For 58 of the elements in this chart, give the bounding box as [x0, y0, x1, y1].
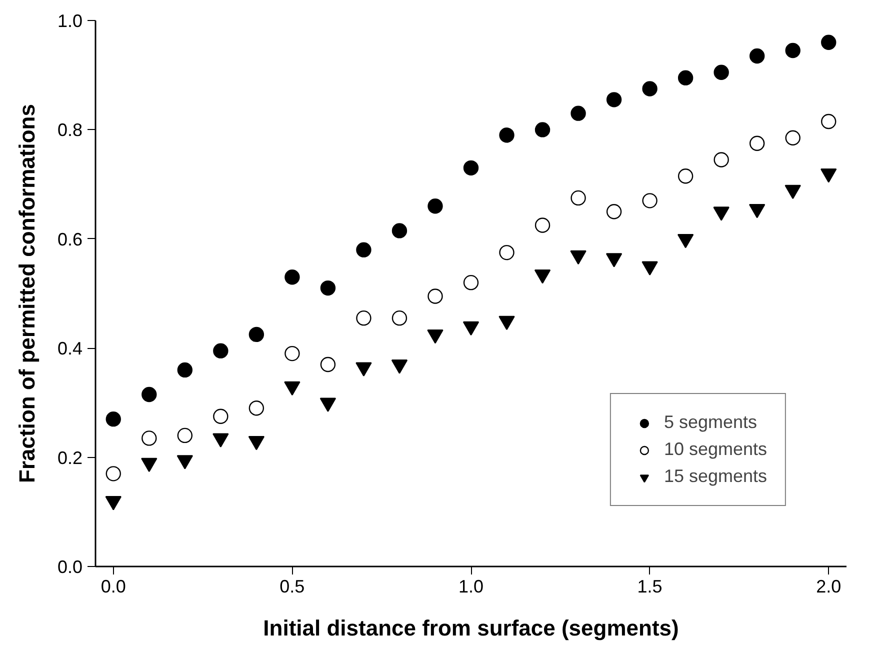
point [248, 400, 264, 416]
y-tick-label: 0.2 [57, 448, 83, 468]
point [678, 70, 694, 86]
point [642, 81, 658, 96]
point [177, 362, 193, 378]
legend-label: 15 segments [664, 466, 767, 487]
point [177, 428, 193, 444]
y-tick-label: 0.6 [57, 229, 83, 250]
point [142, 386, 157, 402]
point [356, 310, 372, 326]
point [749, 136, 765, 151]
point [392, 223, 408, 238]
x-tick-label: 1.5 [637, 576, 662, 596]
point [463, 160, 479, 176]
point [534, 218, 550, 233]
y-tick-label: 0.4 [57, 338, 83, 359]
point [821, 114, 836, 130]
x-axis-title: Initial distance from surface (segments) [263, 616, 679, 640]
point [678, 168, 694, 184]
point [213, 343, 228, 358]
point [499, 244, 514, 260]
y-tick-label: 0.8 [57, 120, 83, 140]
point [714, 152, 729, 168]
point [356, 242, 372, 258]
point [499, 128, 514, 143]
x-tick-label: 0.0 [100, 576, 126, 596]
point [320, 280, 336, 296]
x-tick-label: 2.0 [816, 576, 842, 596]
x-tick-label: 1.0 [458, 576, 484, 596]
point [428, 198, 443, 214]
y-axis-title: Fraction of permitted conformations [14, 104, 40, 483]
point [821, 34, 836, 50]
point [749, 48, 765, 64]
point [570, 190, 586, 206]
legend-label: 10 segments [664, 439, 767, 460]
point [106, 411, 121, 427]
point [142, 430, 157, 446]
y-tick-label: 1.0 [57, 11, 83, 31]
point [785, 42, 800, 58]
point [606, 92, 622, 108]
x-tick-label: 0.5 [280, 576, 305, 596]
point [392, 310, 408, 326]
point [106, 466, 121, 482]
point [213, 408, 228, 424]
point [284, 270, 300, 285]
point [714, 64, 729, 80]
point [785, 130, 800, 146]
point [463, 274, 479, 290]
point [570, 106, 586, 121]
point [248, 326, 264, 342]
y-tick-label: 0.0 [57, 557, 83, 577]
point [642, 193, 658, 208]
point [606, 204, 622, 220]
legend-label: 5 segments [664, 412, 757, 433]
point [320, 356, 336, 372]
point [428, 288, 443, 304]
point [284, 346, 300, 362]
point [534, 122, 550, 138]
